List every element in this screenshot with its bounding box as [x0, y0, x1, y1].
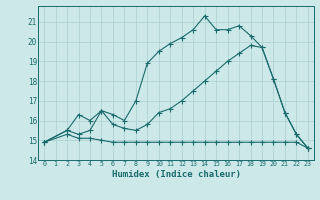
X-axis label: Humidex (Indice chaleur): Humidex (Indice chaleur)	[111, 170, 241, 179]
